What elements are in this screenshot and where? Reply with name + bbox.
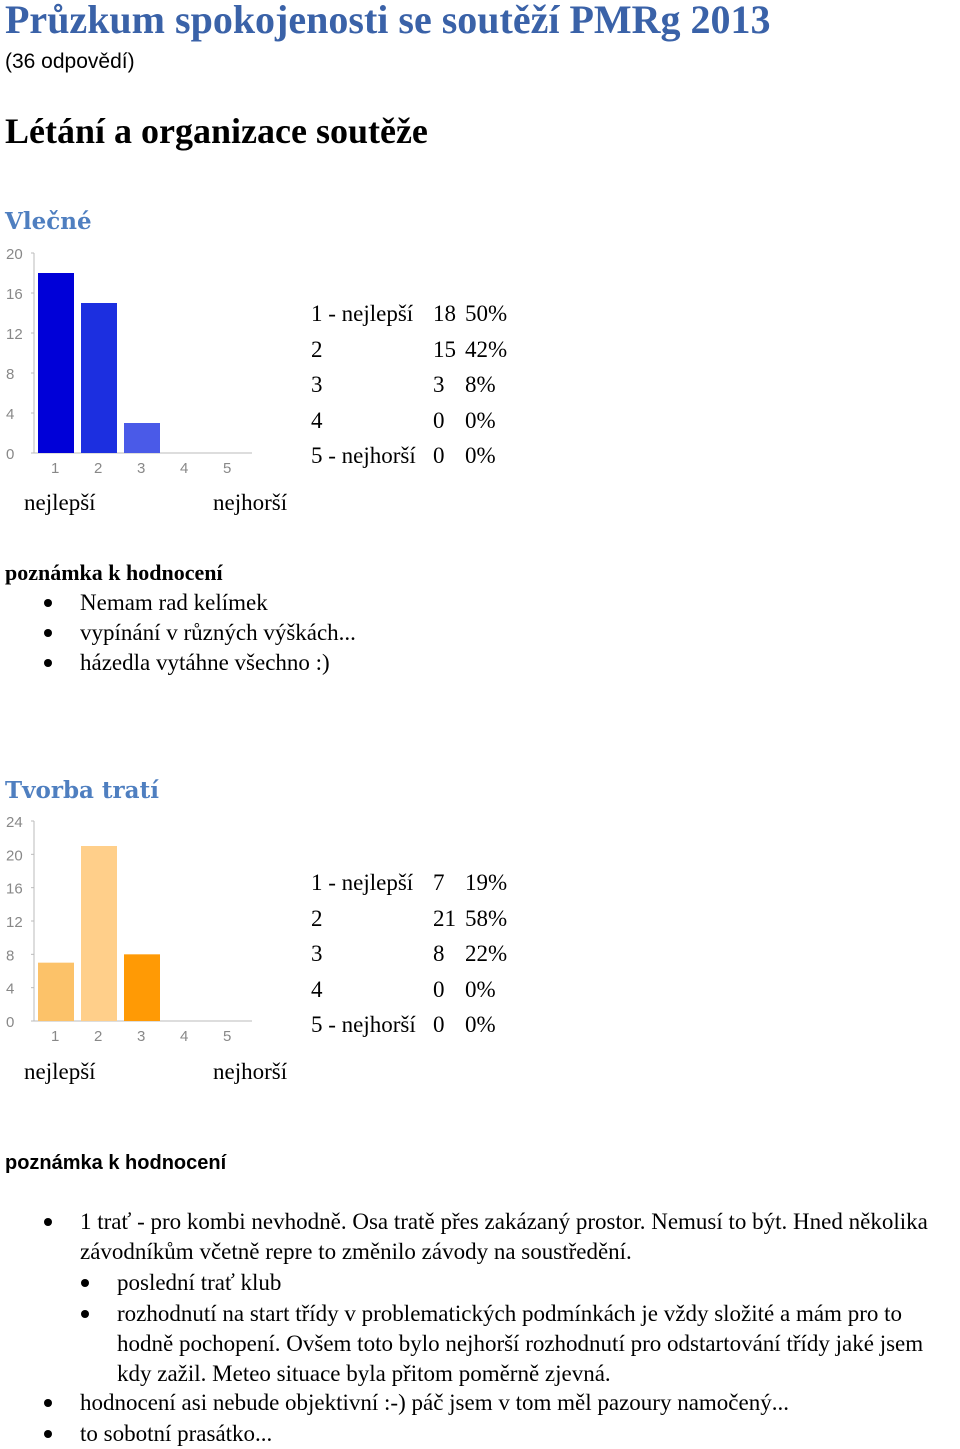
stat-label: 4 xyxy=(311,407,323,433)
notes-list: 1 trať - pro kombi nevhodně. Osa tratě p… xyxy=(0,1207,940,1267)
list-item-text: 1 trať - pro kombi nevhodně. Osa tratě p… xyxy=(80,1209,928,1264)
list-item: vypínání v různých výškách... xyxy=(0,618,940,648)
y-tick-label: 0 xyxy=(6,446,14,463)
list-item: hodnocení asi nebude objektivní :-) páč … xyxy=(0,1388,940,1418)
bar xyxy=(81,846,117,1021)
stat-percent: 22% xyxy=(465,941,508,967)
stat-label: 1 - nejlepší xyxy=(311,301,414,326)
stat-count: 0 xyxy=(433,976,445,1002)
stat-count: 3 xyxy=(433,372,445,398)
stat-label: 1 - nejlepší xyxy=(311,870,414,895)
bar xyxy=(124,954,160,1021)
stat-label: 4 xyxy=(311,976,323,1002)
stat-percent: 0% xyxy=(465,407,496,433)
list-item: Nemam rad kelímek xyxy=(0,588,940,618)
y-tick-label: 4 xyxy=(6,981,14,998)
x-tick-label: 4 xyxy=(180,1028,188,1045)
stat-count: 0 xyxy=(433,407,445,433)
stat-percent: 8% xyxy=(465,372,496,398)
response-count: (36 odpovědí) xyxy=(5,50,135,73)
stat-percent: 50% xyxy=(465,301,508,326)
stat-label: 3 xyxy=(311,372,323,398)
y-tick-label: 12 xyxy=(6,326,23,343)
section-heading: Létání a organizace soutěže xyxy=(5,111,428,151)
stat-percent: 0% xyxy=(465,443,496,469)
bar xyxy=(38,273,74,453)
y-tick-label: 12 xyxy=(6,914,23,931)
list-item: rozhodnutí na start třídy v problematick… xyxy=(0,1299,960,1389)
stat-percent: 0% xyxy=(465,976,496,1002)
question-title: Tvorba tratí xyxy=(5,777,159,804)
x-tick-label: 2 xyxy=(94,1028,102,1045)
bar xyxy=(124,423,160,453)
scale-best-label: nejlepší xyxy=(24,490,96,515)
stat-percent: 42% xyxy=(465,336,508,362)
scale-worst-label: nejhorší xyxy=(213,1059,288,1084)
bar xyxy=(81,303,117,453)
list-item: 1 trať - pro kombi nevhodně. Osa tratě p… xyxy=(0,1207,940,1267)
stat-count: 0 xyxy=(433,443,445,469)
y-tick-label: 16 xyxy=(6,881,23,898)
y-tick-label: 24 xyxy=(6,814,23,831)
x-tick-label: 5 xyxy=(223,460,231,477)
page-title: Průzkum spokojenosti se soutěží PMRg 201… xyxy=(5,0,771,42)
stat-count: 18 xyxy=(433,301,456,326)
x-tick-label: 1 xyxy=(51,1028,59,1045)
bar xyxy=(38,962,74,1021)
stat-label: 2 xyxy=(311,336,323,362)
stat-label: 5 - nejhorší xyxy=(311,443,416,469)
stat-count: 0 xyxy=(433,1012,445,1038)
x-tick-label: 3 xyxy=(137,460,145,477)
y-tick-label: 20 xyxy=(6,847,23,864)
list-item: házedla vytáhne všechno :) xyxy=(0,648,940,678)
stat-percent: 19% xyxy=(465,870,508,895)
scale-best-label: nejlepší xyxy=(24,1059,96,1084)
nested-notes-list: poslední trať klub rozhodnutí na start t… xyxy=(0,1268,960,1389)
stat-count: 15 xyxy=(433,336,456,362)
y-tick-label: 4 xyxy=(6,406,14,423)
stat-percent: 0% xyxy=(465,1012,496,1038)
y-tick-label: 8 xyxy=(6,366,14,383)
scale-worst-label: nejhorší xyxy=(213,490,288,515)
stat-count: 8 xyxy=(433,941,445,967)
y-tick-label: 16 xyxy=(6,286,23,303)
stat-label: 3 xyxy=(311,941,323,967)
notes-list: Nemam rad kelímek vypínání v různých výš… xyxy=(0,588,940,678)
stat-count: 7 xyxy=(433,870,445,895)
question-title: Vlečné xyxy=(5,208,92,235)
y-tick-label: 8 xyxy=(6,947,14,964)
x-tick-label: 3 xyxy=(137,1028,145,1045)
x-tick-label: 1 xyxy=(51,460,59,477)
stat-count: 21 xyxy=(433,905,456,931)
stat-label: 5 - nejhorší xyxy=(311,1012,416,1038)
x-tick-label: 4 xyxy=(180,460,188,477)
stat-percent: 58% xyxy=(465,905,508,931)
stat-label: 2 xyxy=(311,905,323,931)
x-tick-label: 2 xyxy=(94,460,102,477)
note-heading: poznámka k hodnocení xyxy=(5,560,223,585)
y-tick-label: 20 xyxy=(6,246,23,263)
list-item: poslední trať klub xyxy=(0,1268,960,1298)
note-heading: poznámka k hodnocení xyxy=(5,1152,227,1174)
list-item: to sobotní prasátko... xyxy=(0,1419,940,1449)
x-tick-label: 5 xyxy=(223,1028,231,1045)
y-tick-label: 0 xyxy=(6,1014,14,1031)
notes-list: hodnocení asi nebude objektivní :-) páč … xyxy=(0,1388,940,1449)
